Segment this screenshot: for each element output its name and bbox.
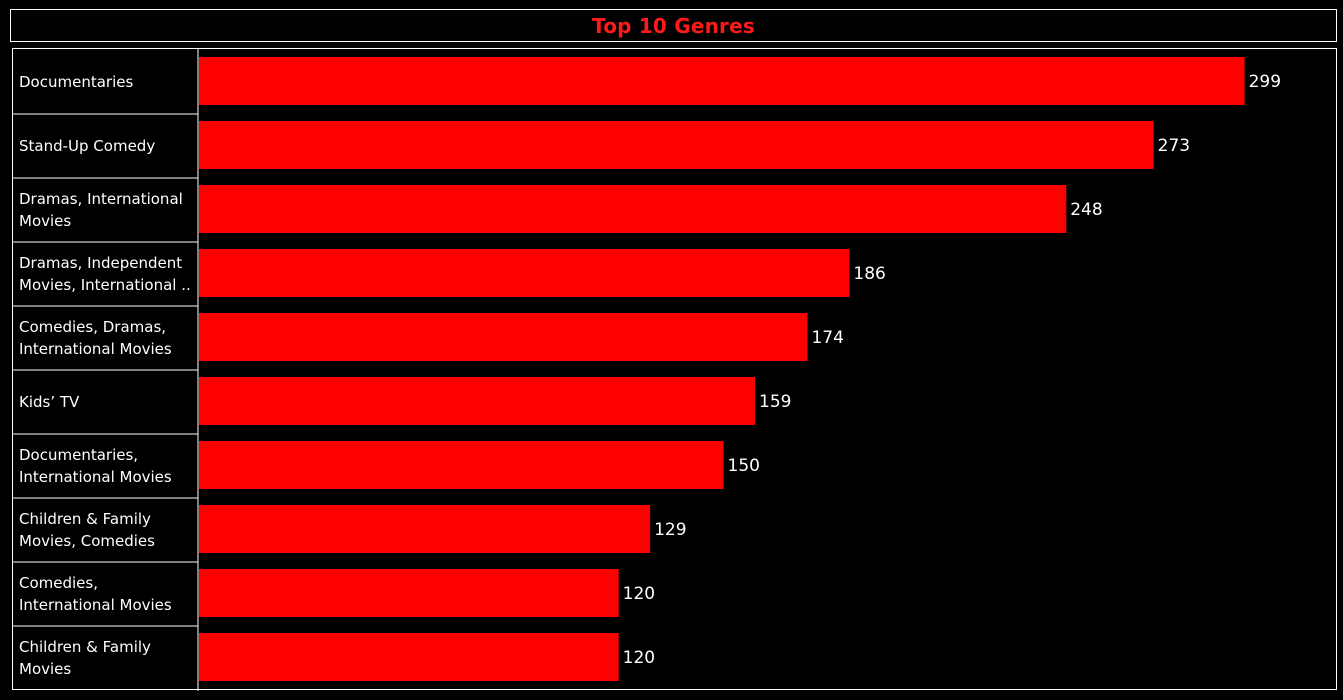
bar-chart: Documentaries 299 Stand-Up Comedy 273 Dramas… bbox=[13, 49, 1281, 691]
category-label-line: Documentaries bbox=[19, 73, 133, 91]
category-label: Documentaries bbox=[19, 73, 133, 91]
category-label-line: Children & Family bbox=[19, 510, 151, 528]
chart-title-box: Top 10 Genres bbox=[10, 9, 1337, 42]
bar bbox=[199, 249, 850, 297]
category-label-line: Comedies, bbox=[19, 574, 98, 592]
bar bbox=[199, 377, 756, 425]
bar bbox=[199, 441, 724, 489]
category-label: Stand-Up Comedy bbox=[19, 137, 155, 155]
bar bbox=[199, 185, 1067, 233]
category-label-line: Comedies, Dramas, bbox=[19, 318, 166, 336]
value-label: 120 bbox=[623, 648, 655, 668]
value-label: 248 bbox=[1070, 200, 1102, 220]
value-label: 186 bbox=[853, 264, 885, 284]
category-label-line: Movies bbox=[19, 660, 71, 678]
chart-title: Top 10 Genres bbox=[592, 13, 755, 38]
bar bbox=[199, 313, 808, 361]
category-label-line: Stand-Up Comedy bbox=[19, 137, 155, 155]
bar bbox=[199, 633, 619, 681]
category-label-line: International Movies bbox=[19, 596, 172, 614]
category-label-line: International Movies bbox=[19, 340, 172, 358]
value-label: 273 bbox=[1158, 136, 1190, 156]
category-label: Dramas, Independent Movies, International… bbox=[19, 254, 191, 294]
category-label-line: Movies, International .. bbox=[19, 276, 191, 294]
category-label: Children & Family Movies, Comedies bbox=[19, 510, 155, 550]
bar bbox=[199, 57, 1245, 105]
value-label: 150 bbox=[728, 456, 760, 476]
bar bbox=[199, 121, 1154, 169]
category-label-line: Movies, Comedies bbox=[19, 532, 155, 550]
value-label: 159 bbox=[759, 392, 791, 412]
bar bbox=[199, 569, 619, 617]
category-label-line: Children & Family bbox=[19, 638, 151, 656]
category-label: Kids’ TV bbox=[19, 393, 80, 411]
category-label-line: International Movies bbox=[19, 468, 172, 486]
value-label: 129 bbox=[654, 520, 686, 540]
category-label: Dramas, International Movies bbox=[19, 190, 183, 230]
category-label-line: Dramas, International bbox=[19, 190, 183, 208]
chart-frame: Documentaries 299 Stand-Up Comedy 273 Dramas… bbox=[12, 48, 1337, 691]
value-label: 120 bbox=[623, 584, 655, 604]
value-label: 174 bbox=[811, 328, 843, 348]
bar bbox=[199, 505, 651, 553]
category-label: Comedies, International Movies bbox=[19, 574, 172, 614]
category-label: Children & Family Movies bbox=[19, 638, 151, 678]
category-label-line: Kids’ TV bbox=[19, 393, 80, 411]
category-label-line: Movies bbox=[19, 212, 71, 230]
category-label: Documentaries, International Movies bbox=[19, 446, 172, 486]
category-label-line: Documentaries, bbox=[19, 446, 138, 464]
category-label-line: Dramas, Independent bbox=[19, 254, 182, 272]
category-label: Comedies, Dramas, International Movies bbox=[19, 318, 172, 358]
value-label: 299 bbox=[1249, 72, 1281, 92]
